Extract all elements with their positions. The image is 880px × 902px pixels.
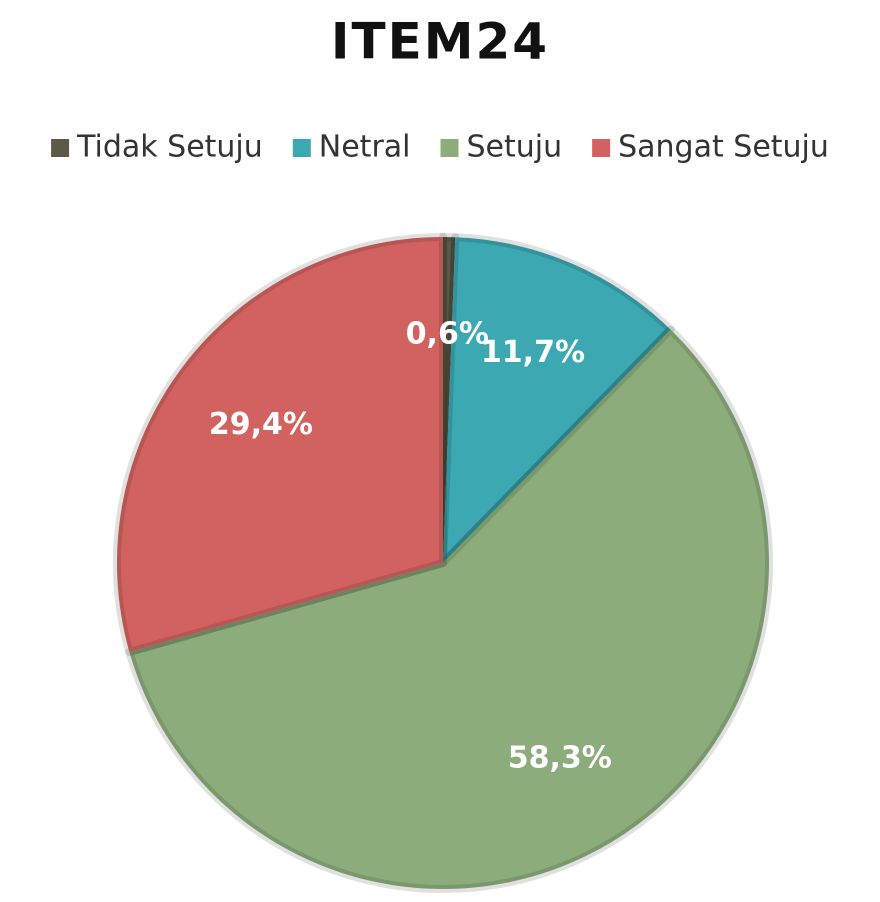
legend-label: Sangat Setuju <box>618 130 829 165</box>
legend-swatch <box>440 139 459 157</box>
pie-slice <box>125 325 773 893</box>
legend-label: Tidak Setuju <box>76 130 263 165</box>
pie-slice <box>113 233 447 656</box>
data-label: 11,7% <box>481 335 585 370</box>
legend-swatch <box>292 139 311 157</box>
data-label: 29,4% <box>209 407 313 442</box>
legend-swatch <box>51 139 70 157</box>
pie-slice <box>439 233 675 567</box>
legend-swatch <box>592 139 611 157</box>
legend-label: Netral <box>319 130 411 165</box>
legend-label: Setuju <box>466 130 562 165</box>
data-label: 0,6% <box>406 316 489 351</box>
pie-slice <box>439 233 460 567</box>
data-label: 58,3% <box>508 741 612 776</box>
chart-title: ITEM24 <box>331 13 549 71</box>
